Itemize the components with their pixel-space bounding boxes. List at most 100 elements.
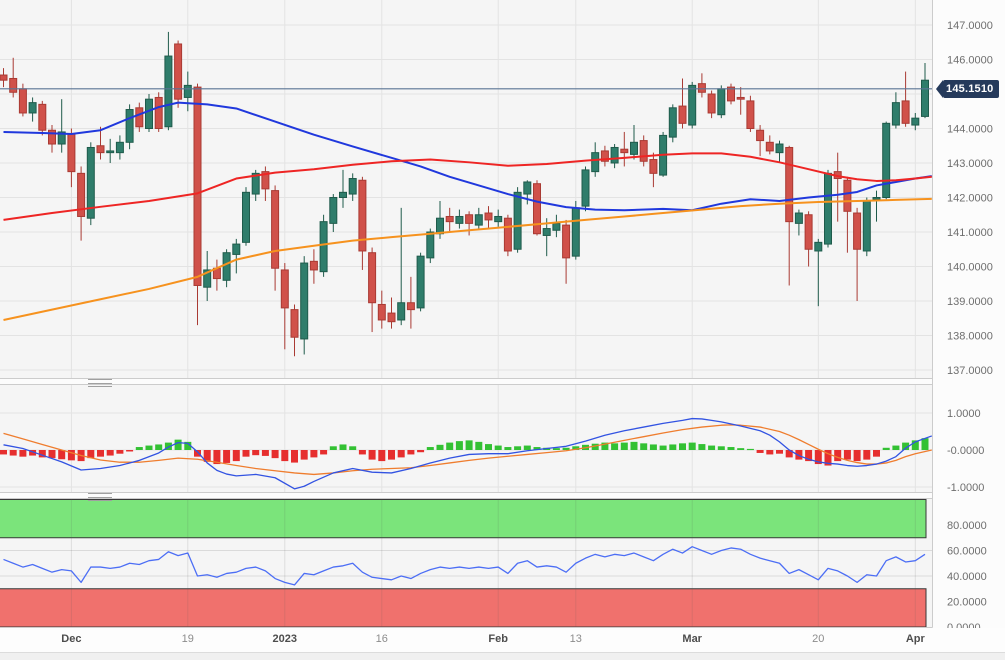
candle-down[interactable] xyxy=(135,107,144,128)
candle-down[interactable] xyxy=(853,212,862,250)
candle-down[interactable] xyxy=(620,148,629,154)
candle-up[interactable] xyxy=(523,181,532,195)
time-axis[interactable]: Dec 19 2023 16 Feb 13 Mar 20 Apr xyxy=(0,628,1005,652)
candle-up[interactable] xyxy=(872,197,881,200)
macd-histogram-bar xyxy=(640,443,648,450)
candle-down[interactable] xyxy=(746,100,755,130)
candle-up[interactable] xyxy=(436,217,444,235)
candle-down[interactable] xyxy=(96,145,105,154)
pane-resize-handle-lower[interactable] xyxy=(88,493,112,501)
candle-up[interactable] xyxy=(300,262,309,340)
candle-up[interactable] xyxy=(630,141,638,155)
candle-up[interactable] xyxy=(164,55,173,128)
candle-up[interactable] xyxy=(232,243,241,255)
candle-down[interactable] xyxy=(406,302,415,311)
candle-up[interactable] xyxy=(183,84,192,98)
candle-down[interactable] xyxy=(358,179,367,252)
candle-up[interactable] xyxy=(775,143,784,154)
candle-down[interactable] xyxy=(484,212,493,221)
candle-up[interactable] xyxy=(251,172,260,195)
candle-up[interactable] xyxy=(717,88,726,116)
candle-up[interactable] xyxy=(513,191,522,250)
candle-down[interactable] xyxy=(309,260,318,271)
candle-down[interactable] xyxy=(756,129,765,142)
candle-down[interactable] xyxy=(697,83,706,93)
candle-up[interactable] xyxy=(552,222,561,231)
candle-up[interactable] xyxy=(911,117,920,126)
candle-down[interactable] xyxy=(261,171,270,190)
candle-up[interactable] xyxy=(494,215,503,223)
candle-up[interactable] xyxy=(203,269,212,288)
candle-up[interactable] xyxy=(814,241,823,252)
candle-down[interactable] xyxy=(174,43,183,100)
candle-up[interactable] xyxy=(455,215,464,224)
candle-down[interactable] xyxy=(193,86,202,286)
candle-up[interactable] xyxy=(921,79,929,117)
candle-down[interactable] xyxy=(785,146,794,223)
candle-up[interactable] xyxy=(891,102,900,126)
candle-down[interactable] xyxy=(678,105,687,124)
candle-up[interactable] xyxy=(125,109,134,143)
candle-up[interactable] xyxy=(862,200,871,252)
candle-down[interactable] xyxy=(38,103,47,131)
candle-down[interactable] xyxy=(765,141,774,152)
candle-up[interactable] xyxy=(348,178,357,195)
candle-up[interactable] xyxy=(86,146,95,219)
candle-up[interactable] xyxy=(339,191,347,198)
candle-down[interactable] xyxy=(290,309,299,338)
candle-down[interactable] xyxy=(503,217,512,252)
candle-down[interactable] xyxy=(271,190,280,269)
candle-up[interactable] xyxy=(106,150,115,154)
candle-up[interactable] xyxy=(28,102,37,114)
candle-down[interactable] xyxy=(727,86,735,102)
candle-down[interactable] xyxy=(465,214,474,224)
candle-up[interactable] xyxy=(242,191,250,243)
candle-up[interactable] xyxy=(145,98,153,130)
candle-up[interactable] xyxy=(688,84,697,126)
candle-up[interactable] xyxy=(222,252,231,281)
candle-down[interactable] xyxy=(280,269,289,309)
candle-up[interactable] xyxy=(474,214,483,226)
candle-down[interactable] xyxy=(67,133,76,173)
candle-down[interactable] xyxy=(804,214,813,250)
candle-up[interactable] xyxy=(591,152,600,173)
candle-down[interactable] xyxy=(649,159,658,174)
candle-up[interactable] xyxy=(542,228,551,236)
price-panel-bg xyxy=(0,0,932,378)
candle-down[interactable] xyxy=(0,74,8,81)
candle-up[interactable] xyxy=(794,212,803,224)
candle-up[interactable] xyxy=(610,146,619,164)
candle-up[interactable] xyxy=(426,231,435,259)
time-axis-label: Apr xyxy=(905,633,925,645)
pane-resize-handle-upper[interactable] xyxy=(88,379,112,387)
candle-up[interactable] xyxy=(319,221,328,273)
candle-down[interactable] xyxy=(377,303,386,321)
candle-up[interactable] xyxy=(397,302,406,321)
candle-up[interactable] xyxy=(57,131,66,145)
candle-up[interactable] xyxy=(416,255,425,309)
candle-up[interactable] xyxy=(668,107,677,138)
candle-down[interactable] xyxy=(707,93,716,114)
candle-down[interactable] xyxy=(639,140,648,162)
candle-down[interactable] xyxy=(18,88,27,114)
candle-down[interactable] xyxy=(9,77,18,93)
candle-down[interactable] xyxy=(77,172,86,217)
candle-down[interactable] xyxy=(387,312,396,323)
candle-down[interactable] xyxy=(154,96,163,129)
candle-up[interactable] xyxy=(571,207,580,257)
candle-up[interactable] xyxy=(882,122,891,198)
candle-up[interactable] xyxy=(581,169,590,207)
candle-down[interactable] xyxy=(843,179,852,212)
candle-up[interactable] xyxy=(115,141,124,154)
candle-down[interactable] xyxy=(736,96,745,100)
candle-up[interactable] xyxy=(824,172,832,245)
candle-down[interactable] xyxy=(368,252,377,304)
candle-down[interactable] xyxy=(901,100,910,124)
candle-down[interactable] xyxy=(600,150,609,162)
candle-up[interactable] xyxy=(329,197,338,224)
candle-down[interactable] xyxy=(562,224,571,259)
candle-down[interactable] xyxy=(533,183,541,235)
candle-down[interactable] xyxy=(48,129,56,145)
candle-down[interactable] xyxy=(445,215,454,223)
